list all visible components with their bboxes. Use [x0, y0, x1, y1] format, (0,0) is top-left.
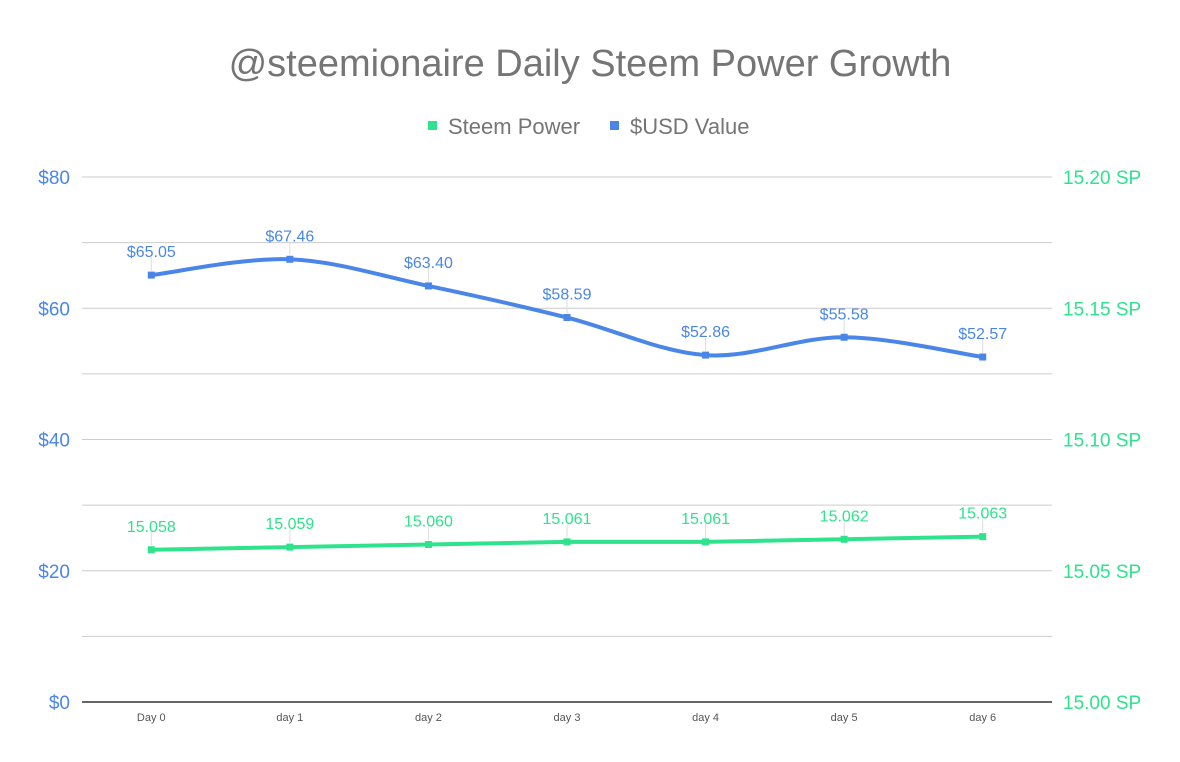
axes: $0 $20 $40 $60 $80 15.00 SP 15.05 SP 15.10 SP 15…: [38, 168, 1141, 724]
data-label: 15.058: [127, 519, 176, 536]
right-axis-tick-label: 15.00 SP: [1063, 693, 1141, 714]
legend-marker-1: [610, 121, 619, 130]
data-label: $52.86: [681, 324, 730, 341]
left-axis-tick-label: $0: [49, 693, 70, 714]
data-label: $52.57: [958, 326, 1007, 343]
x-axis-tick-label: day 1: [276, 712, 303, 724]
data-label: 15.061: [543, 511, 592, 528]
x-axis-tick-label: day 6: [969, 712, 996, 724]
data-point: [702, 538, 710, 546]
data-label: $58.59: [543, 287, 592, 304]
right-axis-tick-label: 15.20 SP: [1063, 168, 1141, 189]
x-axis-tick-label: day 4: [692, 712, 719, 724]
right-axis-tick-label: 15.15 SP: [1063, 299, 1141, 320]
x-axis-tick-label: day 3: [554, 712, 581, 724]
legend-label: Steem Power: [448, 114, 580, 139]
series: 15.058 15.059 15.060 15.061 15.061 15.062 15.0…: [127, 228, 1007, 554]
data-point: [979, 533, 987, 541]
right-axis-tick-label: 15.05 SP: [1063, 562, 1141, 583]
x-axis-tick-label: day 2: [415, 712, 442, 724]
data-point: [286, 255, 294, 263]
data-point: [840, 333, 848, 341]
chart-title: @steemionaire Daily Steem Power Growth: [229, 43, 952, 85]
data-point: [702, 351, 710, 359]
legend-label: $USD Value: [630, 114, 749, 139]
x-axis-tick-label: Day 0: [137, 712, 166, 724]
data-point: [286, 543, 294, 551]
gridlines: [82, 176, 1052, 637]
data-label: 15.062: [820, 508, 869, 525]
data-label: $67.46: [265, 228, 314, 245]
data-label: 15.063: [958, 506, 1007, 523]
legend-marker-0: [428, 121, 437, 130]
left-axis-tick-label: $20: [38, 562, 70, 583]
data-label: $63.40: [404, 255, 453, 272]
data-point: [979, 353, 987, 361]
left-axis-tick-label: $80: [38, 168, 70, 189]
data-point: [840, 535, 848, 543]
data-label: 15.059: [265, 516, 314, 533]
data-label: 15.060: [404, 514, 453, 531]
data-label: $55.58: [820, 306, 869, 323]
data-label: 15.061: [681, 511, 730, 528]
data-label: $65.05: [127, 244, 176, 261]
data-point: [147, 546, 155, 554]
data-point: [563, 314, 571, 322]
data-point: [563, 538, 571, 546]
legend: Steem Power $USD Value: [428, 114, 749, 139]
data-point: [147, 271, 155, 279]
right-axis-tick-label: 15.10 SP: [1063, 431, 1141, 452]
data-point: [424, 282, 432, 290]
x-axis-tick-label: day 5: [831, 712, 858, 724]
left-axis-tick-label: $60: [38, 299, 70, 320]
data-point: [424, 541, 432, 548]
left-axis-tick-label: $40: [38, 431, 70, 452]
